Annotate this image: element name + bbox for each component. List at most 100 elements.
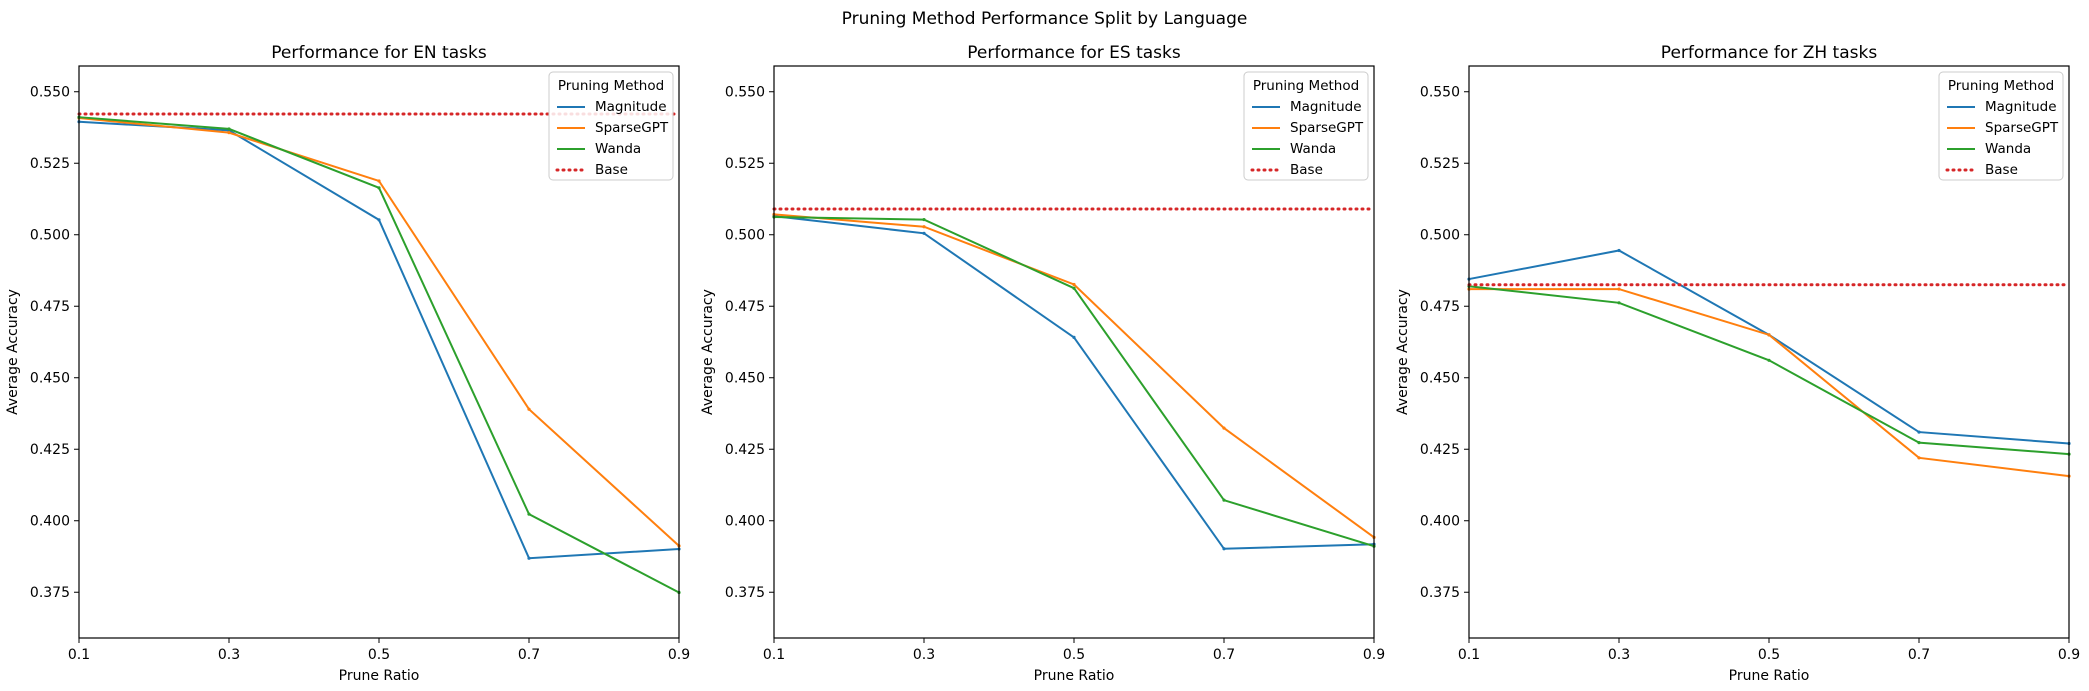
data-point-magnitude [922, 231, 926, 235]
legend-label: Base [595, 162, 628, 178]
x-tick-label: 0.5 [368, 647, 390, 663]
x-tick-label: 0.7 [1213, 647, 1235, 663]
x-tick-label: 0.1 [763, 647, 785, 663]
data-point-wanda [527, 512, 531, 516]
y-tick-label: 0.375 [725, 585, 765, 601]
y-axis-label: Average Accuracy [5, 289, 21, 415]
data-point-wanda [922, 217, 926, 222]
x-tick-label: 0.7 [518, 647, 540, 663]
legend-label: Magnitude [1290, 99, 1362, 115]
y-tick-label: 0.500 [725, 228, 765, 244]
series-line-wanda [773, 216, 1375, 548]
y-tick-label: 0.500 [1420, 228, 1460, 244]
x-tick-label: 0.9 [2058, 647, 2080, 663]
data-point-magnitude [377, 218, 381, 222]
data-point-sparsegpt [527, 407, 531, 411]
data-point-wanda [227, 127, 231, 131]
data-point-magnitude [1617, 248, 1621, 253]
data-point-magnitude [1222, 547, 1226, 551]
legend-title: Pruning Method [1948, 78, 2054, 94]
y-tick-label: 0.475 [1420, 299, 1460, 315]
data-point-wanda [1222, 498, 1226, 502]
series-lines [1467, 248, 2071, 478]
x-tick-label: 0.3 [218, 647, 240, 663]
data-point-sparsegpt [1767, 333, 1771, 337]
data-point-sparsegpt [1222, 426, 1226, 430]
legend-label: Wanda [595, 141, 641, 157]
panel-zh: 0.1 0.3 0.5 0.7 0.9 0.375 0.400 0.425 0.450 0.475… [1395, 43, 2080, 684]
y-tick-label: 0.425 [1420, 442, 1460, 458]
panel-en: 0.1 0.3 0.5 0.7 0.9 0.375 0.400 0.425 0.450 0.475… [5, 43, 690, 684]
y-tick-label: 0.500 [30, 228, 70, 244]
x-tick-label: 0.9 [1363, 647, 1385, 663]
data-point-wanda [1072, 286, 1076, 290]
legend-label: Wanda [1985, 141, 2031, 157]
data-point-sparsegpt [1617, 287, 1621, 291]
y-tick-label: 0.525 [1420, 156, 1460, 172]
x-tick-label: 0.9 [668, 647, 690, 663]
legend-title: Pruning Method [1253, 78, 1359, 94]
x-tick-label: 0.7 [1908, 647, 1930, 663]
x-tick-label: 0.5 [1063, 647, 1085, 663]
y-tick-label: 0.550 [725, 85, 765, 101]
y-tick-label: 0.425 [725, 442, 765, 458]
x-axis-label: Prune Ratio [339, 668, 420, 684]
data-point-sparsegpt [377, 179, 381, 183]
panel-es: 0.1 0.3 0.5 0.7 0.9 0.375 0.400 0.425 0.450 0.475… [700, 43, 1385, 684]
y-tick-label: 0.400 [725, 514, 765, 530]
y-tick-label: 0.550 [1420, 85, 1460, 101]
y-tick-label: 0.475 [30, 299, 70, 315]
legend-title: Pruning Method [558, 78, 664, 94]
y-tick-label: 0.450 [30, 371, 70, 387]
series-line-magnitude [773, 215, 1375, 550]
data-point-wanda [1767, 358, 1771, 362]
legend [1938, 71, 2064, 181]
x-tick-label: 0.1 [1458, 647, 1480, 663]
y-axis-label: Average Accuracy [700, 289, 716, 415]
series-line-wanda [1468, 285, 2070, 456]
y-tick-label: 0.475 [725, 299, 765, 315]
y-tick-label: 0.375 [1420, 585, 1460, 601]
y-tick-label: 0.550 [30, 85, 70, 101]
y-tick-label: 0.525 [725, 156, 765, 172]
series-lines [772, 207, 1376, 551]
legend-label: SparseGPT [1985, 120, 2059, 136]
legend [548, 71, 674, 181]
y-tick-label: 0.525 [30, 156, 70, 172]
data-point-magnitude [527, 556, 531, 560]
y-tick-label: 0.425 [30, 442, 70, 458]
data-point-sparsegpt [1072, 282, 1076, 287]
x-tick-label: 0.1 [68, 647, 90, 663]
y-tick-label: 0.450 [725, 371, 765, 387]
legend-label: SparseGPT [595, 120, 669, 136]
x-tick-label: 0.3 [1608, 647, 1630, 663]
y-tick-label: 0.400 [1420, 514, 1460, 530]
x-tick-label: 0.5 [1758, 647, 1780, 663]
x-axis-label: Prune Ratio [1729, 668, 1810, 684]
y-tick-label: 0.450 [1420, 371, 1460, 387]
y-tick-label: 0.400 [30, 514, 70, 530]
y-tick-label: 0.375 [30, 585, 70, 601]
legend-label: Magnitude [595, 99, 667, 115]
series-line-magnitude [1468, 249, 2070, 445]
series-lines [77, 112, 681, 595]
panel-title: Performance for EN tasks [271, 43, 487, 63]
legend-label: Wanda [1290, 141, 1336, 157]
panel-title: Performance for ES tasks [967, 43, 1181, 63]
legend-label: Base [1290, 162, 1323, 178]
legend [1243, 71, 1369, 181]
legend-label: SparseGPT [1290, 120, 1364, 136]
panel-title: Performance for ZH tasks [1661, 43, 1878, 63]
series-line-sparsegpt [773, 213, 1375, 539]
x-tick-label: 0.3 [913, 647, 935, 663]
figure-title: Pruning Method Performance Split by Lang… [842, 9, 1248, 29]
data-point-sparsegpt [1917, 456, 1921, 460]
data-point-sparsegpt [922, 225, 926, 229]
legend-label: Base [1985, 162, 2018, 178]
x-axis-label: Prune Ratio [1034, 668, 1115, 684]
data-point-wanda [1917, 441, 1921, 445]
data-point-magnitude [1917, 430, 1921, 434]
data-point-wanda [1617, 301, 1621, 305]
data-point-magnitude [1072, 335, 1076, 340]
y-axis-label: Average Accuracy [1395, 289, 1411, 415]
